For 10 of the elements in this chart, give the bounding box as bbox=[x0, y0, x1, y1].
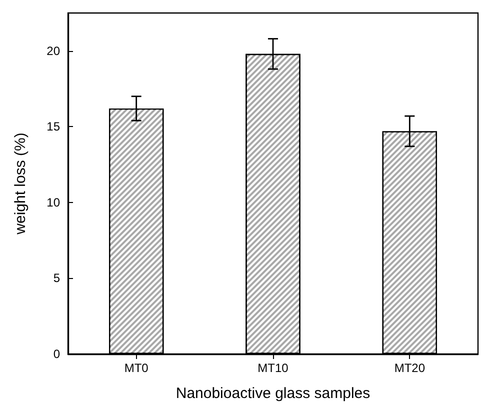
x-tick-label: MT10 bbox=[258, 361, 289, 375]
y-tick-label: 0 bbox=[53, 347, 60, 361]
y-tick-label: 5 bbox=[53, 271, 60, 286]
y-tick-label: 20 bbox=[46, 44, 60, 58]
y-tick-label: 15 bbox=[46, 120, 60, 134]
x-tick-label: MT20 bbox=[394, 361, 426, 375]
x-axis-title: Nanobioactive glass samples bbox=[176, 385, 370, 402]
x-tick-label: MT0 bbox=[124, 361, 149, 375]
y-axis-title: weight loss (%) bbox=[12, 132, 29, 236]
y-tick-label: 10 bbox=[46, 195, 60, 210]
